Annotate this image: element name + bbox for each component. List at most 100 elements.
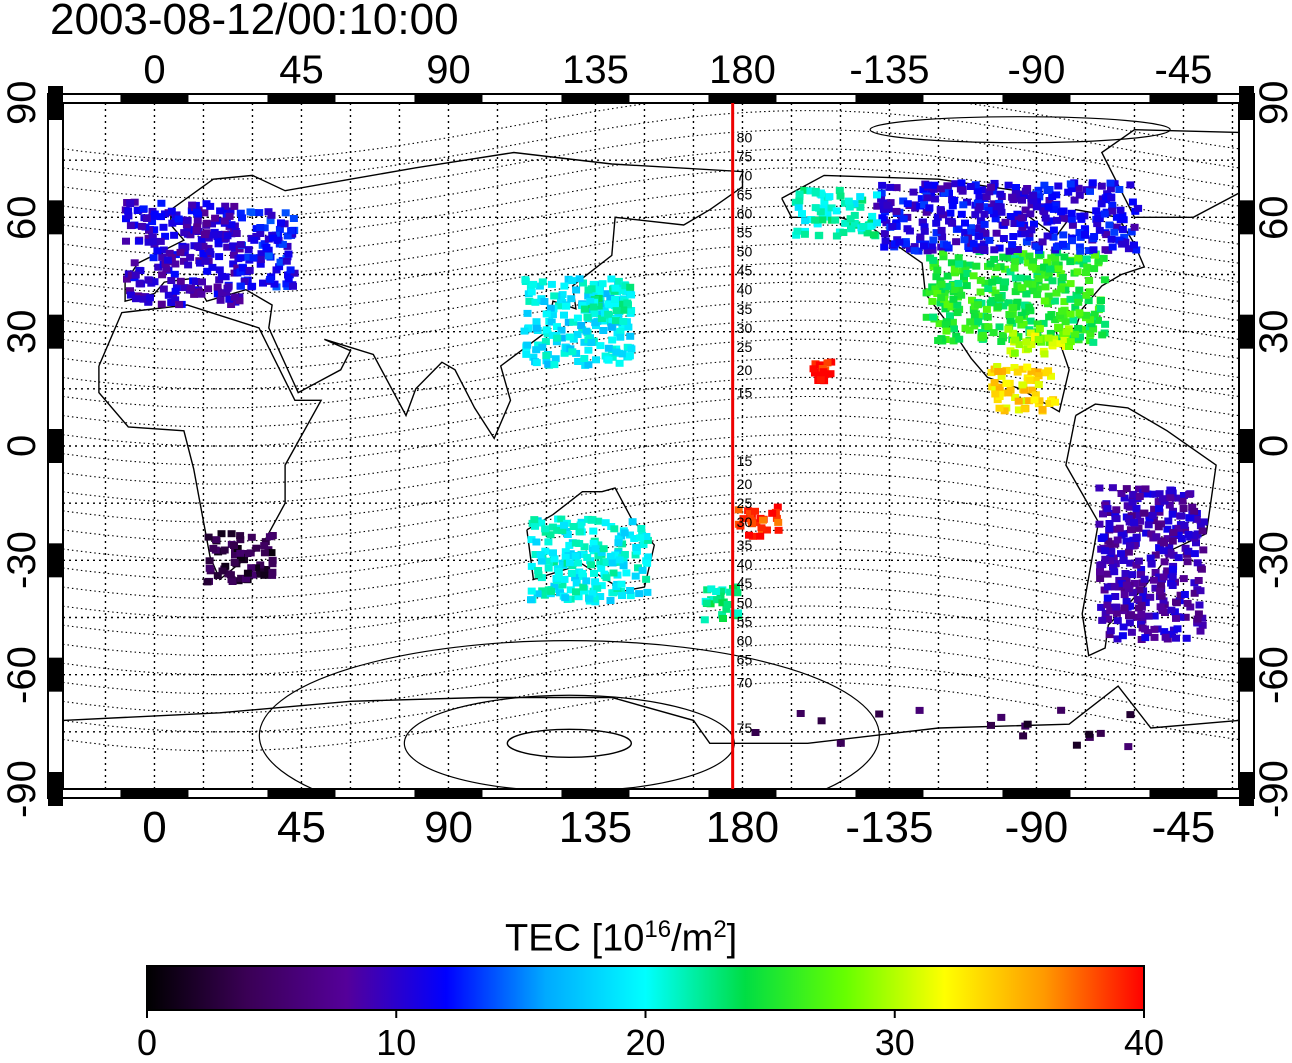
- tec-pixel: [1025, 230, 1034, 238]
- tec-pixel: [200, 231, 209, 238]
- x-tick-top: 0: [143, 48, 166, 92]
- tec-pixel: [1122, 598, 1131, 605]
- tec-pixel: [1151, 551, 1160, 559]
- tec-pixel: [918, 218, 927, 226]
- tec-pixel: [144, 276, 153, 284]
- tec-pixel: [1127, 228, 1136, 236]
- tec-pixel: [1039, 207, 1048, 215]
- tec-pixel: [126, 200, 135, 207]
- tec-pixel: [996, 263, 1005, 271]
- tec-pixel: [285, 271, 294, 279]
- tec-pixel: [592, 356, 600, 364]
- tec-pixel: [794, 203, 803, 211]
- tec-pixel: [230, 202, 239, 210]
- tec-pixel: [929, 256, 938, 264]
- tec-pixel: [1194, 610, 1203, 618]
- tec-pixel: [995, 383, 1004, 391]
- tec-pixel: [1189, 532, 1198, 539]
- tec-pixel: [1028, 263, 1037, 271]
- tec-pixel: [1129, 490, 1138, 498]
- tec-pixel: [1147, 560, 1156, 567]
- tec-pixel: [1027, 226, 1036, 234]
- tec-pixel: [527, 288, 536, 296]
- tec-pixel: [1013, 282, 1022, 290]
- tec-pixel: [1051, 261, 1060, 269]
- tec-pixel: [873, 191, 881, 199]
- tec-pixel: [946, 312, 954, 320]
- tec-pixel: [221, 562, 230, 570]
- contour-label: 50: [737, 244, 753, 260]
- tec-pixel: [1139, 593, 1148, 601]
- tec-pixel: [868, 212, 877, 220]
- tec-pixel: [1188, 503, 1197, 511]
- tec-pixel: [943, 182, 952, 190]
- tec-pixel: [910, 247, 919, 255]
- tec-pixel: [1142, 529, 1151, 537]
- tec-pixel: [159, 285, 168, 293]
- tec-pixel: [1103, 509, 1112, 516]
- tec-pixel: [614, 277, 623, 285]
- tec-pixel: [1004, 254, 1013, 262]
- tec-pixel: [1029, 197, 1038, 205]
- tec-pixel: [1148, 511, 1157, 519]
- tec-pixel: [1074, 254, 1083, 262]
- tec-pixel: [1196, 627, 1205, 635]
- tec-pixel: [1051, 255, 1060, 263]
- tec-pixel: [968, 296, 976, 304]
- tec-pixel: [1193, 530, 1202, 538]
- tec-pixel: [866, 222, 875, 230]
- tec-pixel: [1112, 223, 1121, 231]
- tec-pixel: [906, 245, 914, 253]
- border-tick-bottom: [267, 789, 336, 798]
- contour-label: 80: [737, 129, 753, 145]
- tec-pixel: [568, 277, 577, 285]
- tec-pixel: [593, 584, 602, 592]
- contour-label: 25: [737, 339, 753, 355]
- tec-pixel: [614, 311, 623, 319]
- tec-pixel: [1101, 610, 1110, 617]
- tec-pixel: [130, 198, 139, 206]
- border-tick-bottom: [855, 789, 924, 798]
- tec-pixel: [558, 291, 567, 299]
- tec-pixel: [126, 222, 135, 230]
- tec-pixel: [1091, 251, 1099, 259]
- tec-pixel: [1021, 206, 1030, 214]
- tec-pixel: [1146, 554, 1155, 562]
- tec-pixel: [266, 275, 275, 283]
- tec-pixel: [1190, 507, 1199, 515]
- tec-pixel: [1011, 258, 1020, 266]
- tec-pixel: [289, 215, 298, 222]
- tec-pixel: [247, 564, 256, 572]
- tec-pixel: [1106, 557, 1115, 565]
- tec-pixel: [208, 263, 217, 271]
- tec-pixel: [1130, 541, 1139, 549]
- tec-pixel: [999, 302, 1008, 310]
- tec-pixel: [903, 200, 912, 208]
- tec-pixel: [1101, 501, 1110, 509]
- border-tick-right: [1239, 86, 1254, 120]
- tec-pixel: [1149, 490, 1158, 498]
- tec-pixel: [146, 294, 154, 302]
- tec-pixel: [144, 234, 153, 242]
- tec-pixel: [247, 533, 256, 541]
- tec-pixel: [827, 204, 836, 212]
- tec-pixel: [615, 556, 624, 564]
- tec-pixel: [976, 217, 985, 225]
- tec-pixel: [1089, 246, 1098, 254]
- tec-pixel: [1034, 275, 1043, 282]
- tec-pixel: [922, 208, 931, 216]
- tec-pixel: [214, 230, 223, 238]
- tec-pixel: [929, 185, 938, 193]
- tec-pixel: [164, 291, 173, 299]
- colorbar-title: TEC [1016/m2]: [505, 908, 737, 961]
- tec-pixel: [1123, 502, 1132, 510]
- tec-pixel: [527, 596, 535, 604]
- tec-pixel: [170, 270, 179, 278]
- tec-pixel: [1082, 255, 1091, 263]
- tec-pixel: [1020, 397, 1029, 405]
- tec-pixel: [901, 240, 910, 248]
- tec-pixel: [230, 542, 238, 549]
- tec-pixel: [949, 337, 958, 345]
- tec-pixel: [585, 595, 594, 603]
- tec-pixel: [1137, 566, 1146, 573]
